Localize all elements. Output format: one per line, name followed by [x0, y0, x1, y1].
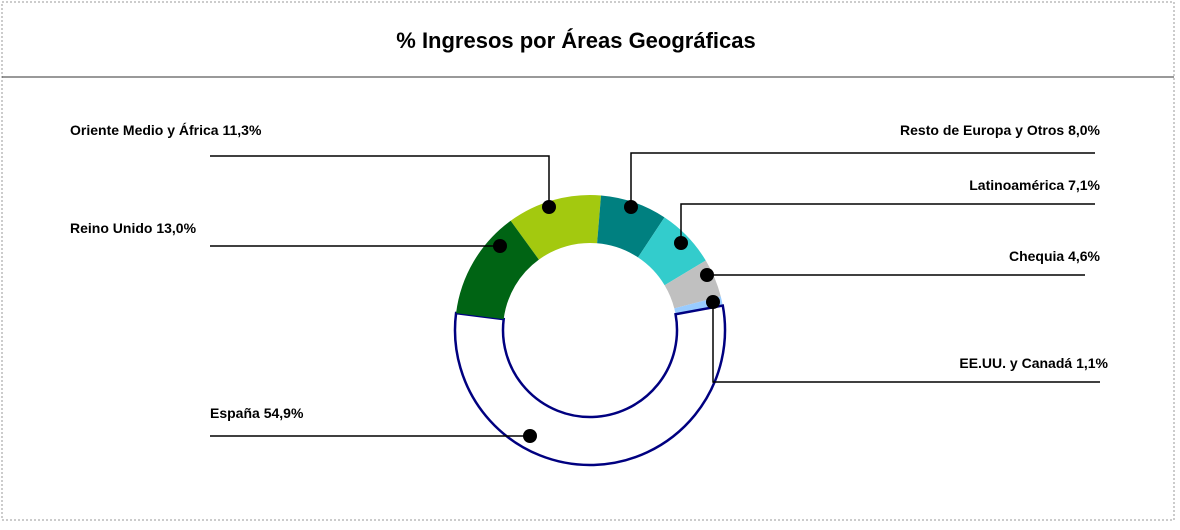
- donut-segment: [453, 304, 727, 467]
- value-label: 13,0%: [156, 220, 196, 236]
- data-label: Oriente Medio y África 11,3%: [70, 122, 262, 138]
- data-label: Resto de Europa y Otros 8,0%: [900, 122, 1101, 138]
- leader-dot: [624, 200, 638, 214]
- value-label: 4,6%: [1068, 248, 1100, 264]
- value-label: 7,1%: [1068, 177, 1100, 193]
- value-label: 8,0%: [1068, 122, 1100, 138]
- leader-line: [712, 302, 1100, 383]
- leader-line: [210, 155, 550, 207]
- category-label: Chequia: [1009, 248, 1064, 264]
- category-label: EE.UU. y Canadá: [959, 355, 1072, 371]
- donut-segment: [597, 195, 665, 258]
- category-label: Latinoamérica: [969, 177, 1064, 193]
- leader-line: [630, 152, 1095, 207]
- value-label: 1,1%: [1076, 355, 1108, 371]
- data-label: Reino Unido 13,0%: [70, 220, 197, 236]
- value-label: 54,9%: [264, 405, 304, 421]
- category-label: Resto de Europa y Otros: [900, 122, 1064, 138]
- leader-dot: [706, 295, 720, 309]
- data-label: EE.UU. y Canadá 1,1%: [959, 355, 1108, 371]
- category-label: España: [210, 405, 260, 421]
- data-label: Chequia 4,6%: [1009, 248, 1101, 264]
- leader-dot: [700, 268, 714, 282]
- leader-dot: [674, 236, 688, 250]
- leader-dot: [493, 239, 507, 253]
- donut-segment: [637, 217, 706, 286]
- data-label: Latinoamérica 7,1%: [969, 177, 1100, 193]
- data-label: España 54,9%: [210, 405, 304, 421]
- donut-segment: [510, 195, 602, 260]
- value-label: 11,3%: [222, 122, 261, 138]
- leader-line: [680, 203, 1095, 243]
- category-label: Reino Unido: [70, 220, 152, 236]
- leader-dot: [542, 200, 556, 214]
- leader-dot: [523, 429, 537, 443]
- donut-segment: [456, 220, 539, 320]
- category-label: Oriente Medio y África: [70, 122, 219, 138]
- chart-title: % Ingresos por Áreas Geográficas: [396, 28, 755, 53]
